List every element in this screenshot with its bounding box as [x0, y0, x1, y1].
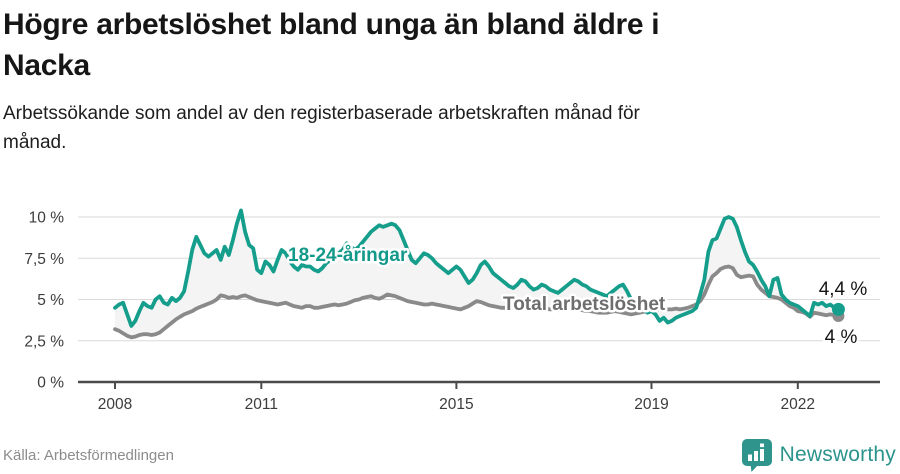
y-tick-label: 2,5 %	[24, 333, 64, 350]
chart-title-line2: Nacka	[3, 49, 90, 82]
chart-subtitle-line1: Arbetssökande som andel av den registerb…	[3, 103, 640, 124]
x-tick-label: 2015	[439, 396, 473, 413]
series-label-1: Total arbetslöshet	[503, 294, 666, 315]
series-label-0: 18-24-åringar	[288, 245, 408, 266]
chart-subtitle: Arbetssökande som andel av den registerb…	[3, 99, 863, 157]
y-tick-label: 0 %	[37, 375, 64, 392]
series-line-1	[113, 264, 841, 340]
end-value-label-1: 4 %	[825, 327, 858, 348]
x-tick-label: 2019	[634, 396, 668, 413]
y-tick-label: 7,5 %	[24, 251, 64, 268]
newsworthy-logo[interactable]: Newsworthy	[741, 438, 896, 472]
unemployment-line-chart: 2008 2011 2015 2019 2022 0 % 2,5 % 5 % 7,5 % 10 %…	[24, 208, 880, 413]
x-tick-label: 2022	[781, 396, 815, 413]
newsworthy-badge-icon	[741, 439, 772, 472]
end-value-label-0: 4,4 %	[819, 279, 868, 300]
series-line-0	[113, 208, 841, 328]
y-tick-label: 5 %	[37, 292, 64, 309]
newsworthy-wordmark: Newsworthy	[779, 443, 896, 466]
source-credit: Källa: Arbetsförmedlingen	[3, 447, 174, 464]
chart-title-line1: Högre arbetslöshet bland unga än bland ä…	[3, 8, 660, 41]
chart-subtitle-line2: månad.	[3, 132, 67, 153]
x-tick-label: 2008	[98, 396, 132, 413]
series-end-dot-0	[831, 302, 845, 316]
x-tick-label: 2011	[245, 396, 278, 413]
chart-title: Högre arbetslöshet bland unga än bland ä…	[3, 4, 883, 86]
y-tick-label: 10 %	[29, 210, 65, 227]
